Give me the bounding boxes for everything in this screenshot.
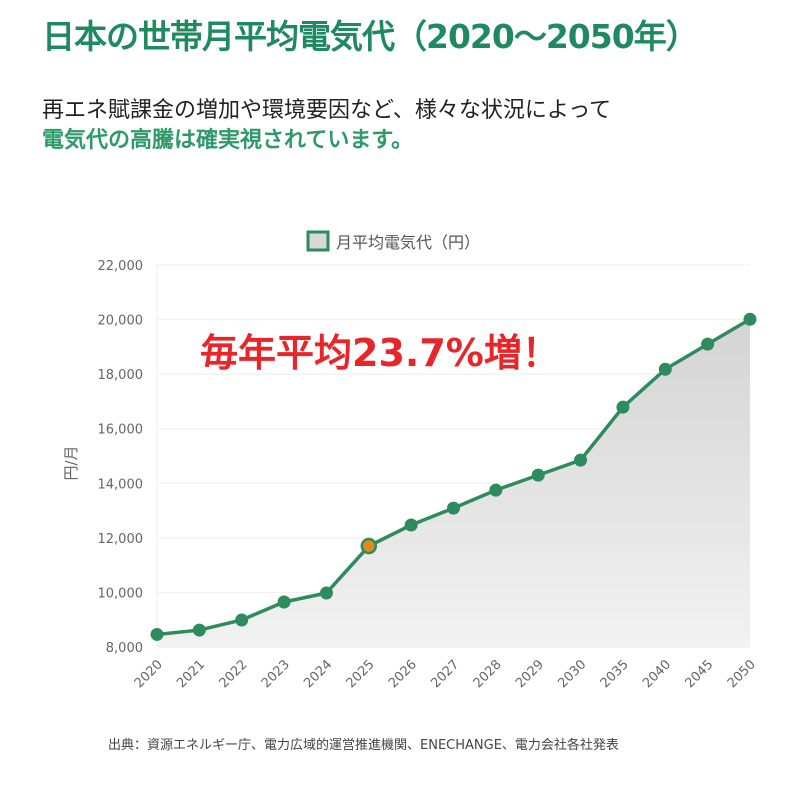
x-tick-label: 2027: [428, 657, 462, 691]
legend-swatch: [306, 230, 330, 252]
x-tick-label: 2025: [344, 657, 378, 691]
data-point: [743, 312, 757, 326]
data-point: [277, 595, 291, 609]
subtitle-line-2: 電気代の高騰は確実視されています。: [42, 128, 414, 153]
y-tick-label: 16,000: [98, 423, 144, 438]
x-tick-label: 2040: [640, 657, 674, 691]
x-tick-label: 2045: [682, 657, 716, 691]
x-tick-label: 2050: [725, 657, 759, 691]
y-tick-label: 18,000: [98, 368, 144, 383]
legend-label: 月平均電気代（円）: [336, 233, 480, 252]
data-point: [701, 337, 715, 351]
data-point: [574, 453, 588, 467]
y-tick-label: 10,000: [98, 586, 144, 601]
data-point: [319, 586, 333, 600]
source-note: 出典：資源エネルギー庁、電力広域的運営推進機関、ENECHANGE、電力会社各社…: [108, 738, 619, 753]
data-point: [235, 613, 249, 627]
x-tick-label: 2023: [259, 657, 293, 691]
data-point: [489, 483, 503, 497]
data-point: [616, 400, 630, 414]
area-fill: [157, 319, 750, 647]
y-axis-label: 円/月: [62, 445, 80, 480]
y-tick-label: 8,000: [106, 641, 143, 656]
y-tick-label: 14,000: [98, 477, 144, 492]
x-tick-label: 2022: [217, 657, 251, 691]
x-tick-label: 2026: [386, 657, 420, 691]
x-tick-label: 2029: [513, 657, 547, 691]
x-tick-label: 2020: [132, 657, 166, 691]
data-point: [658, 362, 672, 376]
page-title: 日本の世帯月平均電気代（2020〜2050年）: [42, 17, 699, 56]
y-tick-label: 12,000: [98, 532, 144, 547]
data-point: [404, 518, 418, 532]
data-point: [360, 537, 378, 555]
data-point: [192, 623, 206, 637]
x-tick-label: 2028: [471, 657, 505, 691]
x-tick-label: 2035: [598, 657, 632, 691]
data-point: [150, 627, 164, 641]
annotation: 毎年平均23.7%増！: [200, 331, 560, 375]
data-point: [531, 468, 545, 482]
x-tick-label: 2030: [555, 657, 589, 691]
data-point: [447, 501, 460, 515]
y-tick-label: 22,000: [98, 259, 144, 274]
x-tick-label: 2024: [301, 657, 335, 691]
x-tick-label: 2021: [174, 657, 208, 691]
y-tick-label: 20,000: [98, 314, 144, 329]
subtitle-line-1: 再エネ賦課金の増加や環境要因など、様々な状況によって: [42, 98, 612, 123]
